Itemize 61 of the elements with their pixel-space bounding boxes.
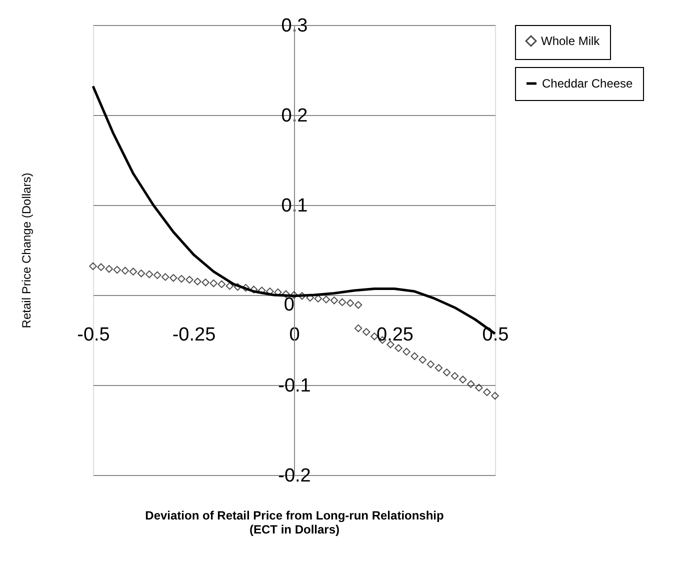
point (402, 348, 410, 356)
point (234, 283, 242, 291)
point (386, 340, 394, 348)
y-tick-label: 0.2 (281, 106, 308, 126)
point (418, 356, 426, 364)
point (467, 380, 475, 388)
point (113, 266, 121, 274)
point (354, 301, 362, 309)
legend-label: Cheddar Cheese (542, 76, 634, 90)
point (210, 279, 218, 288)
point (306, 294, 314, 302)
point (314, 294, 322, 302)
x-tick-label: -0.25 (172, 324, 216, 346)
point (434, 364, 443, 372)
point (410, 352, 418, 360)
x-tick-label: -0.5 (77, 324, 110, 346)
point (242, 284, 250, 292)
point (226, 282, 234, 290)
point (322, 296, 330, 304)
y-tick-label: 0.3 (281, 16, 308, 36)
point (145, 270, 154, 278)
point (274, 288, 282, 296)
y-tick-label: 0 (284, 294, 294, 316)
point (129, 268, 138, 276)
point (354, 324, 362, 332)
point (137, 270, 146, 278)
y-tick-label: -0.1 (278, 376, 311, 396)
point (338, 298, 346, 306)
y-tick-label: 0.1 (281, 196, 308, 216)
x-tick-label: 0.25 (376, 324, 414, 346)
point (450, 372, 459, 380)
point (202, 278, 210, 286)
point (483, 388, 491, 396)
x-axis-title: Deviation of Retail Price from Long-run Relationship (ECT in Dollars) (145, 508, 444, 536)
point (442, 368, 451, 376)
point (458, 376, 467, 384)
point (121, 266, 130, 275)
point (170, 274, 178, 282)
point (394, 344, 402, 352)
y-axis-title: Retail Price Change (Dollars) (20, 172, 34, 328)
legend-label: Whole Milk (541, 34, 601, 48)
point (475, 384, 483, 392)
point (346, 299, 354, 307)
point (194, 278, 202, 286)
point (105, 265, 113, 273)
point (426, 360, 435, 368)
point (250, 286, 258, 294)
point (218, 280, 226, 288)
point (362, 328, 370, 336)
point (282, 290, 290, 298)
point (298, 292, 306, 300)
point (162, 273, 170, 281)
point (178, 274, 186, 283)
point (258, 286, 266, 294)
point (186, 276, 194, 284)
point (97, 263, 105, 271)
point (330, 296, 338, 304)
point (153, 271, 162, 280)
point (89, 262, 97, 270)
point (491, 392, 499, 400)
y-tick-label: -0.2 (278, 466, 311, 486)
